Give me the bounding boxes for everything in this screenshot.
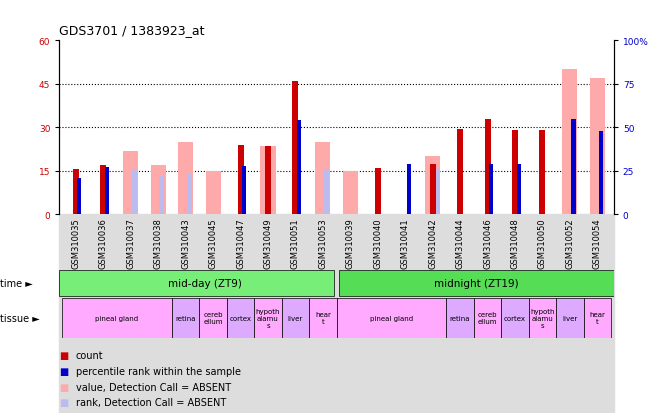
Text: liver: liver — [288, 315, 303, 321]
Text: value, Detection Call = ABSENT: value, Detection Call = ABSENT — [76, 382, 231, 392]
Bar — [73, 170, 79, 215]
Bar — [100, 166, 106, 215]
Bar — [227, 298, 254, 338]
Bar — [474, 298, 502, 338]
Bar — [292, 82, 298, 215]
Bar — [282, 298, 309, 338]
Bar — [517, 164, 521, 215]
Bar — [529, 298, 556, 338]
Bar — [446, 298, 474, 338]
Bar — [375, 169, 381, 215]
Text: pineal gland: pineal gland — [370, 315, 413, 321]
Bar — [425, 157, 440, 215]
Text: midnight (ZT19): midnight (ZT19) — [434, 278, 519, 288]
Bar — [178, 142, 193, 215]
Bar — [265, 147, 271, 215]
Text: tissue ►: tissue ► — [0, 313, 40, 323]
Bar — [123, 151, 139, 215]
Text: cortex: cortex — [230, 315, 251, 321]
Bar — [430, 164, 436, 215]
Text: GDS3701 / 1383923_at: GDS3701 / 1383923_at — [59, 24, 205, 37]
Bar — [434, 170, 439, 215]
Bar — [484, 119, 490, 215]
Bar — [159, 177, 164, 215]
Text: retina: retina — [176, 315, 196, 321]
Bar — [205, 171, 220, 215]
Bar — [199, 298, 227, 338]
Bar — [242, 166, 246, 215]
Bar — [59, 270, 334, 296]
Bar — [407, 164, 411, 215]
Bar — [572, 119, 576, 215]
Text: count: count — [76, 350, 104, 360]
Bar — [512, 131, 518, 215]
Text: hear
t: hear t — [589, 311, 605, 325]
Text: cereb
ellum: cereb ellum — [478, 311, 497, 325]
Text: retina: retina — [450, 315, 471, 321]
Bar — [132, 170, 137, 215]
Bar — [599, 131, 603, 215]
Bar — [556, 298, 583, 338]
Bar — [457, 130, 463, 215]
Bar — [339, 270, 614, 296]
Text: hear
t: hear t — [315, 311, 331, 325]
Bar — [539, 131, 545, 215]
Bar — [150, 166, 166, 215]
Text: cortex: cortex — [504, 315, 526, 321]
Text: ■: ■ — [59, 397, 69, 407]
Bar — [77, 178, 81, 215]
Text: hypoth
alamu
s: hypoth alamu s — [530, 308, 554, 328]
Text: liver: liver — [562, 315, 578, 321]
Text: rank, Detection Call = ABSENT: rank, Detection Call = ABSENT — [76, 397, 226, 407]
Bar — [562, 70, 578, 215]
Text: cereb
ellum: cereb ellum — [203, 311, 223, 325]
Bar — [261, 147, 275, 215]
Text: percentile rank within the sample: percentile rank within the sample — [76, 366, 241, 376]
Bar — [105, 168, 109, 215]
Bar — [324, 170, 329, 215]
Bar — [343, 171, 358, 215]
Bar — [583, 298, 611, 338]
Text: pineal gland: pineal gland — [96, 315, 139, 321]
Bar — [238, 145, 244, 215]
Bar — [571, 119, 576, 215]
Bar — [315, 142, 331, 215]
Bar — [489, 164, 493, 215]
Bar — [502, 298, 529, 338]
Bar — [297, 121, 301, 215]
Bar — [590, 79, 605, 215]
Text: ■: ■ — [59, 350, 69, 360]
Text: ■: ■ — [59, 382, 69, 392]
Text: mid-day (ZT9): mid-day (ZT9) — [168, 278, 242, 288]
Bar — [254, 298, 282, 338]
Bar — [187, 175, 191, 215]
Bar — [337, 298, 446, 338]
Text: ■: ■ — [59, 366, 69, 376]
Text: hypoth
alamu
s: hypoth alamu s — [255, 308, 280, 328]
Bar — [309, 298, 337, 338]
Text: time ►: time ► — [0, 278, 33, 288]
Bar — [172, 298, 199, 338]
Bar — [62, 298, 172, 338]
